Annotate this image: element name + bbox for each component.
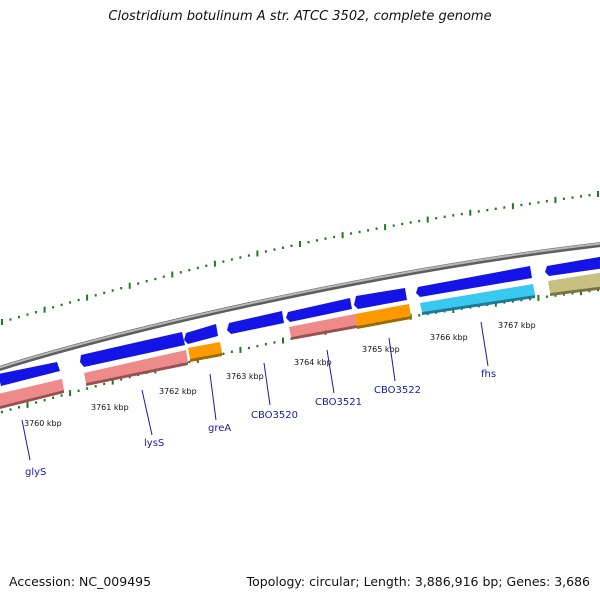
feature-fhs[interactable] xyxy=(420,284,535,312)
outer-tick-row xyxy=(1,191,599,325)
scale-label: 3764 kbp xyxy=(294,358,332,367)
gene-labels: glyS lysS greA CBO3520 CBO3521 CBO3522 f… xyxy=(25,369,496,478)
leader-greA xyxy=(209,373,217,421)
gene-block-lysS[interactable] xyxy=(80,332,185,367)
gene-label-glyS[interactable]: glyS xyxy=(25,467,46,478)
genome-backbone-highlight xyxy=(0,242,600,369)
feature-lysS-shade xyxy=(86,362,188,386)
gene-block-greA[interactable] xyxy=(184,324,218,344)
gene-block-CBO3522[interactable] xyxy=(354,288,407,309)
feature-lysS[interactable] xyxy=(84,350,188,383)
gene-track-lower xyxy=(0,272,600,409)
feature-CBO3522[interactable] xyxy=(355,304,411,326)
scale-label: 3766 kbp xyxy=(430,333,468,342)
gene-label-greA[interactable]: greA xyxy=(208,423,231,434)
inner-tick-row xyxy=(1,288,599,414)
gene-label-CBO3520[interactable]: CBO3520 xyxy=(251,410,298,421)
scale-label: 3760 kbp xyxy=(24,419,62,428)
map-title: Clostridium botulinum A str. ATCC 3502, … xyxy=(108,9,492,24)
gene-label-CBO3521[interactable]: CBO3521 xyxy=(315,397,362,408)
leader-CBO3521 xyxy=(326,349,335,394)
gene-block-CBO3520[interactable] xyxy=(227,311,284,334)
gene-block-next[interactable] xyxy=(545,256,600,276)
scale-label: 3762 kbp xyxy=(159,387,197,396)
leader-lysS xyxy=(141,389,153,436)
feature-glyS-shade xyxy=(0,390,64,409)
gene-track-upper xyxy=(0,256,600,386)
gene-block-glyS[interactable] xyxy=(0,362,60,386)
accession-text: Accession: NC_009495 xyxy=(9,574,152,589)
feature-CBO3521[interactable] xyxy=(289,314,357,337)
feature-greA-shade xyxy=(190,353,222,362)
scale-label: 3761 kbp xyxy=(91,403,129,412)
leader-CBO3522 xyxy=(388,337,396,382)
feature-next[interactable] xyxy=(548,272,600,293)
feature-greA[interactable] xyxy=(188,342,222,359)
gene-label-fhs[interactable]: fhs xyxy=(481,369,496,380)
gene-label-lysS[interactable]: lysS xyxy=(144,438,164,449)
feature-glyS[interactable] xyxy=(0,379,64,406)
feature-CBO3521-shade xyxy=(291,325,357,340)
gene-label-CBO3522[interactable]: CBO3522 xyxy=(374,385,421,396)
feature-fhs-shade xyxy=(422,295,535,315)
gene-leaders xyxy=(21,321,489,461)
feature-next-shade xyxy=(550,286,600,296)
scale-label: 3765 kbp xyxy=(362,345,400,354)
gene-block-fhs[interactable] xyxy=(416,266,532,297)
genome-backbone xyxy=(0,242,600,372)
genome-summary-text: Topology: circular; Length: 3,886,916 bp… xyxy=(246,574,590,589)
scale-label: 3763 kbp xyxy=(226,372,264,381)
scale-labels: 3760 kbp 3761 kbp 3762 kbp 3763 kbp 3764… xyxy=(24,321,536,428)
feature-CBO3522-shade xyxy=(357,316,411,329)
leader-fhs xyxy=(480,321,489,367)
leader-CBO3520 xyxy=(263,362,271,406)
leader-glyS xyxy=(21,419,31,461)
scale-label: 3767 kbp xyxy=(498,321,536,330)
gene-block-CBO3521[interactable] xyxy=(286,298,352,322)
